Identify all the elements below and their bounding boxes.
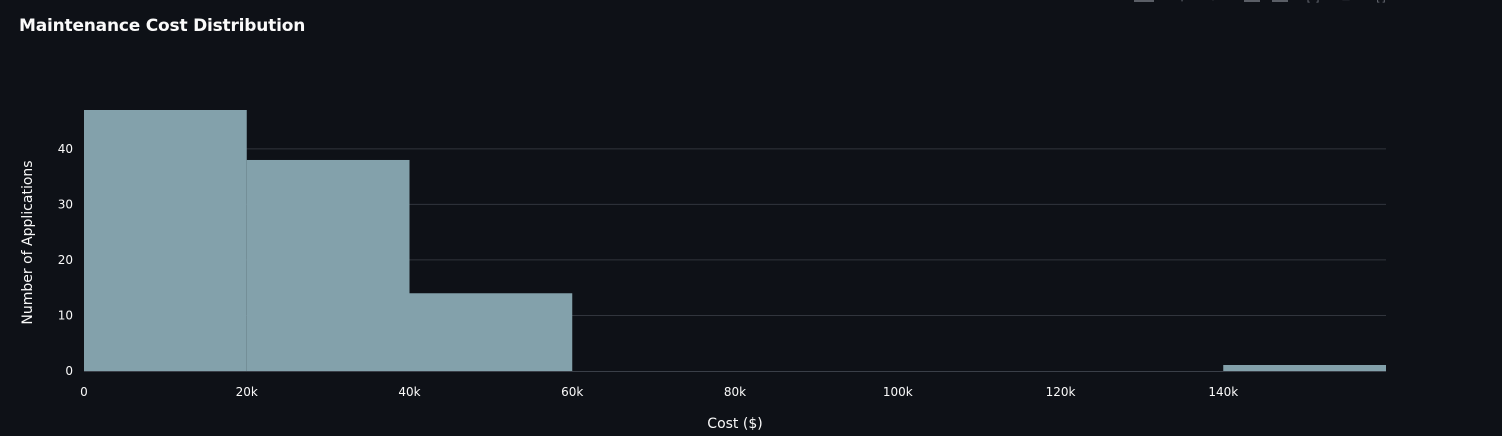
zoom-in-icon[interactable]: [+] [1302,0,1324,3]
lasso-icon[interactable] [1272,0,1288,2]
zoom-icon[interactable]: ⚲ [1174,0,1190,3]
autoscale-icon[interactable]: [ ] [1372,0,1390,3]
y-tick-label-4: 40 [58,142,73,156]
x-tick-label-2: 40k [398,385,420,399]
histogram-bar-1[interactable] [246,159,410,371]
histogram-bar-2[interactable] [409,293,573,371]
y-axis-ticks: 0 10 20 30 40 [58,142,73,378]
histogram-bar-0[interactable] [84,110,247,371]
x-tick-label-7: 140k [1208,385,1238,399]
pan-icon[interactable]: ↕ [1208,0,1218,3]
y-tick-label-1: 10 [58,308,73,322]
histogram-bar-7[interactable] [1223,365,1386,371]
x-tick-label-3: 60k [561,385,583,399]
y-tick-label-0: 0 [65,364,73,378]
x-tick-label-5: 100k [883,385,913,399]
y-tick-label-3: 30 [58,197,73,211]
camera-icon[interactable] [1134,0,1154,2]
y-tick-label-2: 20 [58,253,73,267]
zoom-out-icon[interactable]: ⊟ [1336,0,1356,3]
modebar-toolbar: ⚲ ↕ [+] ⊟ [ ] [1130,0,1400,4]
y-axis-label: Number of Applications [20,160,36,324]
x-tick-label-1: 20k [236,385,258,399]
histogram-bars [84,110,1386,371]
x-axis-ticks: 0 20k 40k 60k 80k 100k 120k 140k [80,385,1238,399]
x-axis-label: Cost ($) [707,416,762,432]
x-tick-label-4: 80k [724,385,746,399]
chart-title: Maintenance Cost Distribution [19,16,306,36]
x-tick-label-6: 120k [1046,385,1076,399]
x-tick-label-0: 0 [80,385,88,399]
box-select-icon[interactable] [1244,0,1260,2]
